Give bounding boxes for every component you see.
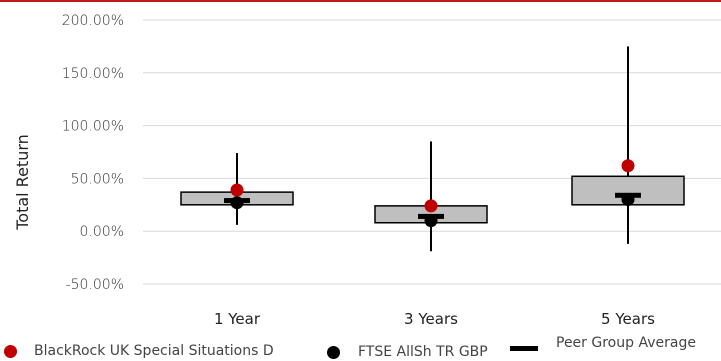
fund-marker — [230, 183, 244, 197]
x-category-label: 5 Years — [601, 310, 655, 328]
legend-label-fund: BlackRock UK Special Situations D — [34, 343, 274, 359]
black-dot-icon — [327, 345, 340, 359]
y-tick-label: 100.00% — [62, 119, 124, 135]
y-tick-label: -50.00% — [66, 277, 124, 293]
legend-label-index: FTSE AllSh TR GBP — [358, 344, 488, 360]
x-category-label: 1 Year — [214, 310, 261, 328]
index-marker — [621, 193, 635, 207]
index-marker — [230, 196, 244, 210]
y-axis-label: Total Return — [13, 134, 32, 231]
y-tick-label: 50.00% — [71, 171, 124, 187]
legend-item-peer: Peer Group Average — [510, 335, 696, 351]
fund-marker — [621, 159, 635, 173]
red-dot-icon — [4, 344, 17, 358]
y-tick-label: 150.00% — [62, 66, 124, 82]
y-tick-label: 0.00% — [80, 224, 124, 240]
fund-marker — [424, 199, 438, 213]
top-accent-bar — [0, 0, 721, 2]
legend-item-fund: BlackRock UK Special Situations D — [4, 343, 274, 359]
index-marker — [424, 214, 438, 228]
legend-label-peer: Peer Group Average — [556, 334, 696, 351]
box-plot-chart: 200.00% 150.00% 100.00% 50.00% 0.00% -50.00% T… — [13, 13, 721, 328]
x-category-label: 3 Years — [404, 310, 458, 328]
y-tick-label: 200.00% — [62, 13, 124, 29]
legend-item-index: FTSE AllSh TR GBP — [327, 344, 488, 360]
legend: BlackRock UK Special Situations D FTSE A… — [0, 334, 721, 361]
dash-line-icon — [510, 346, 538, 351]
